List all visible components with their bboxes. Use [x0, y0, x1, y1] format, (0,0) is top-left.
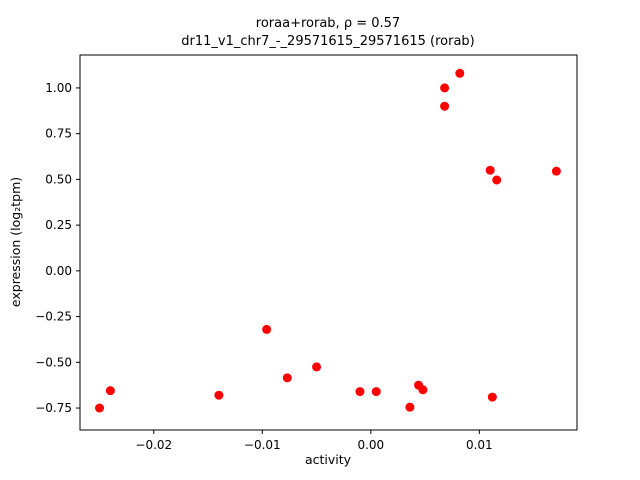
- data-point: [95, 403, 105, 413]
- data-point: [485, 165, 495, 175]
- x-axis-ticks: −0.02 −0.01 0.00 0.01: [135, 430, 493, 452]
- y-tick-label: −0.25: [35, 310, 72, 324]
- x-axis-label: activity: [305, 452, 352, 467]
- y-axis-label: expression (log₂tpm): [8, 177, 23, 307]
- data-point: [551, 166, 561, 176]
- y-tick-label: 0.50: [45, 172, 72, 186]
- data-point: [455, 68, 465, 78]
- data-point: [405, 402, 415, 412]
- data-point: [487, 392, 497, 402]
- data-point: [418, 385, 428, 395]
- data-point: [214, 390, 224, 400]
- y-tick-label: 0.25: [45, 218, 72, 232]
- data-point: [262, 324, 272, 334]
- plot-area: [79, 54, 578, 431]
- x-tick-label: 0.00: [357, 438, 384, 452]
- data-point: [440, 83, 450, 93]
- y-tick-label: 1.00: [45, 81, 72, 95]
- data-point: [355, 387, 365, 397]
- x-tick-label: −0.01: [244, 438, 281, 452]
- data-point: [492, 175, 502, 185]
- chart-subtitle: dr11_v1_chr7_-_29571615_29571615 (rorab): [181, 34, 474, 49]
- data-point: [440, 101, 450, 111]
- y-axis-ticks: −0.75 −0.50 −0.25 0.00 0.25 0.50 0.75 1.00: [35, 81, 80, 415]
- chart-title: roraa+rorab, ρ = 0.57: [256, 16, 400, 31]
- y-tick-label: 0.75: [45, 127, 72, 141]
- data-point: [371, 387, 381, 397]
- y-tick-label: −0.75: [35, 401, 72, 415]
- data-point: [312, 362, 322, 372]
- y-tick-label: 0.00: [45, 264, 72, 278]
- data-points: [95, 68, 561, 413]
- data-point: [282, 373, 292, 383]
- x-tick-label: 0.01: [466, 438, 493, 452]
- data-point: [105, 386, 115, 396]
- x-tick-label: −0.02: [135, 438, 172, 452]
- y-tick-label: −0.50: [35, 355, 72, 369]
